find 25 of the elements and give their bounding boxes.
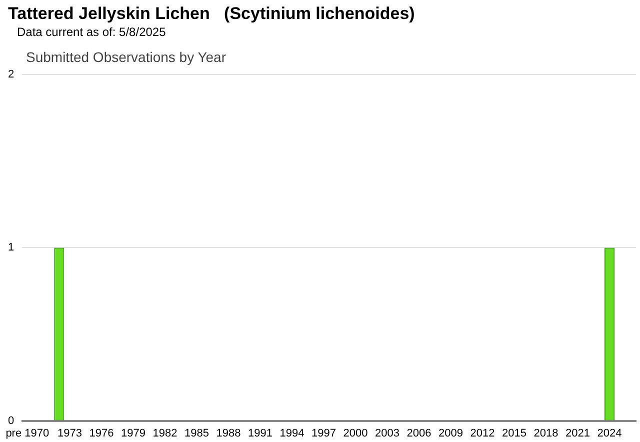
x-tick-label: 1976 bbox=[89, 427, 114, 440]
y-tick-label: 0 bbox=[8, 414, 14, 427]
x-tick-label: 2015 bbox=[502, 427, 527, 440]
x-tick-label: 1991 bbox=[248, 427, 273, 440]
x-tick-label: 2003 bbox=[375, 427, 400, 440]
x-tick-label: 2018 bbox=[534, 427, 558, 440]
chart-subtitle: Data current as of: 5/8/2025 bbox=[17, 25, 166, 39]
x-tick-label: 1997 bbox=[312, 427, 336, 440]
chart-title: Tattered Jellyskin Lichen (Scytinium lichenoides) bbox=[8, 4, 415, 24]
x-tick-label: 1973 bbox=[58, 427, 82, 440]
x-tick-label: 2006 bbox=[406, 427, 432, 440]
x-tick-label: 1979 bbox=[121, 427, 146, 440]
x-tick-label: 1988 bbox=[216, 427, 241, 440]
x-tick-label: 2000 bbox=[343, 427, 368, 440]
x-tick-label: 2021 bbox=[566, 427, 590, 440]
x-tick-label: 2024 bbox=[597, 427, 622, 440]
x-tick-label: 1994 bbox=[280, 427, 304, 440]
x-tick-label: pre 1970 bbox=[6, 427, 50, 440]
x-tick-label: 2009 bbox=[438, 427, 464, 440]
x-tick-label: 1985 bbox=[184, 427, 209, 440]
x-tick-label: 2012 bbox=[470, 427, 495, 440]
y-tick-label: 1 bbox=[8, 242, 14, 254]
y-tick-label: 2 bbox=[8, 68, 14, 81]
x-tick-label: 1982 bbox=[152, 427, 178, 440]
text: Submitted Observations by Year bbox=[26, 49, 226, 65]
